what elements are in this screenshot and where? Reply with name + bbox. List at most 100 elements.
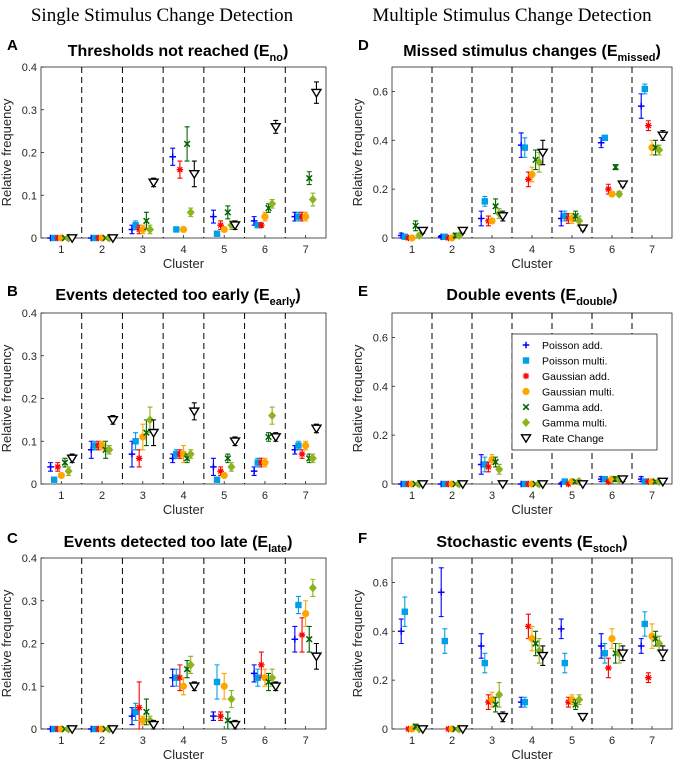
data-point (557, 625, 565, 633)
data-point (54, 725, 62, 733)
data-point (441, 233, 448, 240)
y-tick-label: 0.4 (373, 135, 388, 147)
data-point (488, 696, 496, 704)
data-point (66, 234, 78, 244)
y-axis-label: Relative frequency (350, 344, 365, 452)
x-tick-label: 6 (262, 735, 268, 747)
data-point (528, 170, 536, 179)
x-tick-label: 4 (529, 244, 535, 256)
panel-title: Missed stimulus changes (Emissed) (403, 43, 661, 64)
data-point (229, 437, 241, 447)
data-point (310, 424, 323, 434)
y-tick-label: 0 (31, 724, 37, 736)
data-point (95, 725, 102, 733)
data-point (597, 642, 605, 650)
series-gamma-add (61, 126, 313, 242)
right-column-title: Multiple Stimulus Change Detection (372, 5, 652, 26)
panel-title-end: ) (622, 534, 627, 551)
series-gamma-multi (64, 406, 317, 476)
data-point (258, 661, 265, 669)
data-point (485, 217, 492, 225)
data-point (250, 217, 258, 225)
data-point (525, 176, 532, 183)
data-point (561, 478, 568, 485)
data-point (186, 449, 195, 459)
legend-label: Gaussian multi. (542, 387, 614, 399)
panels: A Thresholds not reached (Eno) 0 0.1 0.2 0.3 0… (0, 37, 673, 762)
series-poisson-multi (401, 83, 648, 240)
data-point (537, 651, 549, 662)
data-point (210, 213, 217, 220)
data-point (492, 701, 499, 708)
legend-item-gaussian-multi: Gaussian multi. (522, 387, 614, 399)
y-tick-label: 0.4 (373, 626, 388, 638)
data-point (91, 234, 99, 242)
y-tick-label: 0 (31, 479, 37, 491)
legend-label: Gamma multi. (542, 418, 607, 430)
data-point (652, 635, 659, 642)
x-tick-label: 3 (489, 735, 495, 747)
x-tick-label: 6 (262, 490, 268, 502)
data-point (645, 122, 652, 129)
series-gaussian-add (54, 617, 306, 733)
series-poisson-add (397, 93, 645, 241)
data-point (227, 462, 236, 472)
data-point (417, 725, 429, 735)
axes-box (391, 66, 673, 239)
series-gaussian-multi (408, 139, 656, 242)
data-point (648, 477, 656, 486)
series-gaussian-add (405, 120, 652, 242)
data-point (417, 226, 429, 237)
x-tick-label: 1 (58, 244, 64, 256)
legend-label: Gamma add. (542, 402, 603, 414)
data-point (268, 673, 277, 683)
y-tick-label: 0.2 (22, 394, 37, 406)
data-point (397, 627, 405, 635)
x-tick-label: 4 (529, 490, 535, 502)
data-point (217, 221, 224, 229)
data-point (408, 725, 416, 733)
legend-marker (520, 434, 532, 444)
y-tick-label: 0.2 (22, 148, 37, 160)
data-point (143, 217, 150, 225)
y-tick-label: 0 (382, 724, 388, 736)
x-tick-label: 1 (409, 244, 415, 256)
panel-title: Double events (Edouble) (446, 287, 617, 308)
data-point (445, 234, 452, 242)
data-point (229, 221, 241, 231)
x-tick-label: 3 (489, 244, 495, 256)
x-tick-label: 2 (449, 244, 455, 256)
series-rate-change (417, 645, 669, 735)
data-point (445, 725, 452, 733)
data-point (605, 185, 612, 193)
data-point (269, 433, 282, 443)
data-point (568, 477, 576, 486)
panel-f: F Stochastic events (Estoch) 0 0.2 0.4 0.6 1 2 3… (350, 530, 673, 762)
x-tick-label: 7 (303, 244, 309, 256)
data-point (254, 221, 261, 229)
data-point (495, 690, 504, 700)
data-point (601, 134, 608, 142)
x-axis-label: Cluster (163, 256, 205, 271)
panel-title: Events detected too early (Eearly) (55, 287, 300, 308)
data-point (565, 698, 572, 706)
data-point (525, 623, 532, 630)
data-point (561, 212, 568, 220)
x-tick-label: 2 (99, 490, 105, 502)
x-tick-label: 1 (58, 490, 64, 502)
panel-title-main: Missed stimulus changes (E (403, 43, 618, 60)
data-point (188, 682, 201, 692)
data-point (258, 221, 265, 229)
data-point (291, 635, 299, 643)
y-tick-label: 0.1 (22, 190, 37, 202)
x-tick-label: 3 (489, 490, 495, 502)
data-point (98, 234, 106, 242)
data-point (132, 221, 139, 229)
legend-marker (522, 372, 530, 380)
data-point (617, 475, 629, 485)
series-gaussian-add (405, 613, 652, 733)
x-axis-label: Cluster (511, 256, 553, 271)
x-tick-label: 3 (140, 735, 146, 747)
data-point (143, 708, 150, 716)
data-point (481, 461, 488, 468)
